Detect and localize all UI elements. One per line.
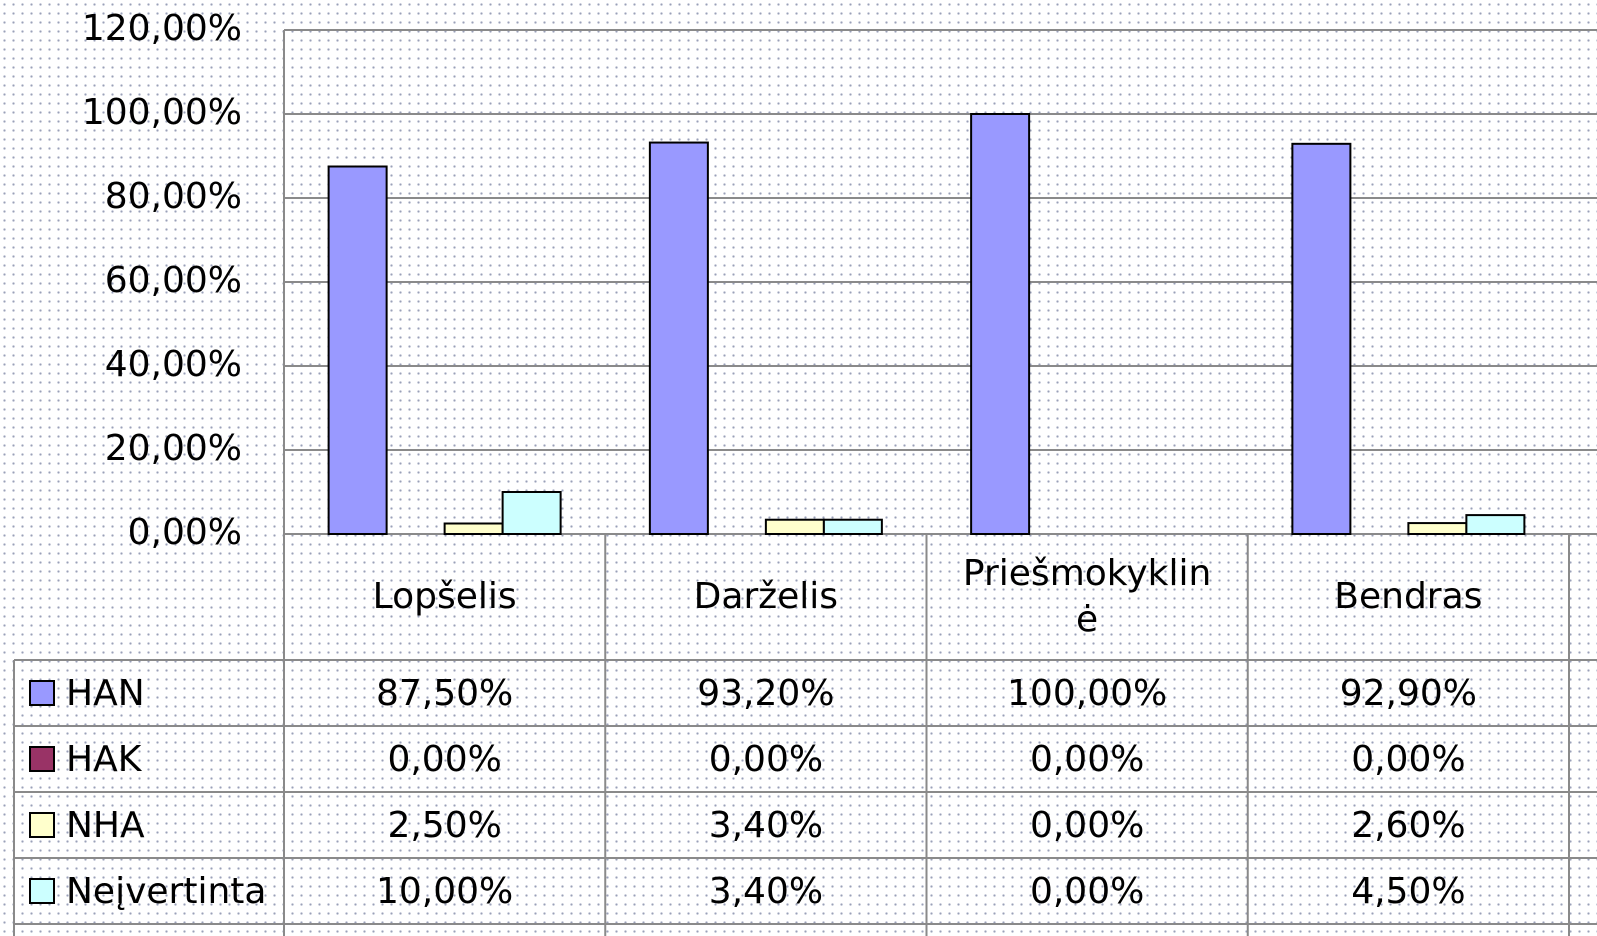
table-value: 0,00%: [1030, 805, 1144, 846]
table-value: 4,50%: [1351, 871, 1465, 912]
table-value: 0,00%: [1030, 739, 1144, 780]
legend-key: [29, 812, 55, 838]
bar: [1291, 142, 1352, 535]
x-tick-label: Bendras: [1248, 534, 1569, 660]
table-value: 100,00%: [1007, 673, 1167, 714]
bar: [1407, 522, 1468, 536]
table-value: 92,90%: [1340, 673, 1477, 714]
bar: [1465, 514, 1526, 535]
table-value: 0,00%: [1351, 739, 1465, 780]
y-tick-label: 100,00%: [82, 92, 242, 133]
y-tick-label: 0,00%: [128, 512, 242, 553]
legend-key: [29, 680, 55, 706]
legend-label: HAK: [66, 739, 143, 780]
table-value: 2,50%: [387, 805, 501, 846]
bar: [327, 165, 388, 535]
table-value: 87,50%: [376, 673, 513, 714]
category-text: Lopšelis: [372, 576, 517, 617]
bar: [822, 518, 883, 535]
table-value: 0,00%: [709, 739, 823, 780]
table-value: 10,00%: [376, 871, 513, 912]
y-tick-label: 40,00%: [105, 344, 242, 385]
table-value: 93,20%: [697, 673, 834, 714]
table-value: 3,40%: [709, 805, 823, 846]
bar: [501, 491, 562, 535]
x-tick-label: Priešmokyklinė: [927, 534, 1248, 660]
category-text: Priešmokyklinė: [962, 553, 1212, 640]
table-value: 3,40%: [709, 871, 823, 912]
x-tick-label: Lopšelis: [284, 534, 605, 660]
table-value: 0,00%: [1030, 871, 1144, 912]
bar: [970, 113, 1031, 535]
table-value: 0,00%: [387, 739, 501, 780]
category-text: Bendras: [1334, 576, 1483, 617]
y-tick-label: 80,00%: [105, 176, 242, 217]
category-text: Darželis: [693, 576, 839, 617]
bar: [648, 141, 709, 535]
y-tick-label: 20,00%: [105, 428, 242, 469]
bar: [443, 522, 504, 535]
y-tick-label: 60,00%: [105, 260, 242, 301]
legend-key: [29, 746, 55, 772]
table-value: 2,60%: [1351, 805, 1465, 846]
bar: [764, 518, 825, 535]
y-tick-label: 120,00%: [82, 8, 242, 49]
legend-key: [29, 878, 55, 904]
legend-label: Neįvertinta: [66, 871, 266, 912]
legend-label: NHA: [66, 805, 145, 846]
legend-label: HAN: [66, 673, 145, 714]
x-tick-label: Darželis: [605, 534, 926, 660]
